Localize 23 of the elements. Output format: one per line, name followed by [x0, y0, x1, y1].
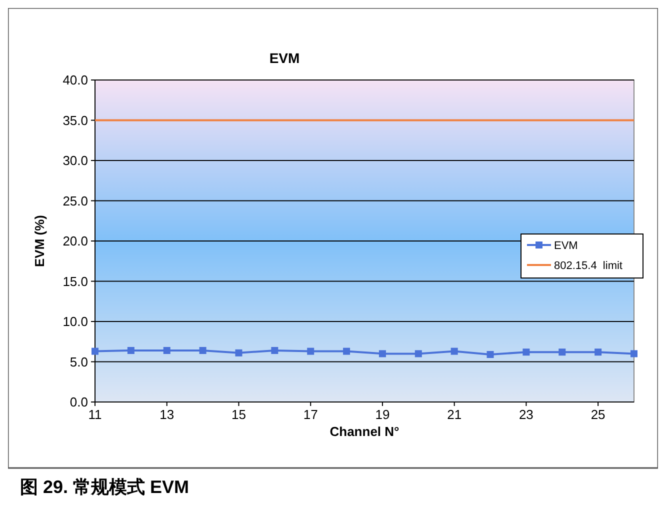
x-axis-title: Channel N°: [330, 424, 400, 439]
y-tick-label: 25.0: [62, 193, 88, 208]
x-tick-label: 15: [232, 407, 246, 422]
x-tick-label: 23: [518, 407, 534, 422]
caption: 图 29. 常规模式 EVM: [20, 477, 190, 497]
y-axis-title: EVM (%): [32, 215, 47, 267]
y-tick-label: 35.0: [62, 112, 88, 128]
x-tick-label: 25: [590, 407, 606, 422]
y-tick-label: 30.0: [62, 153, 88, 168]
y-tick-label: 10.0: [62, 314, 88, 330]
x-tick-label: 13: [160, 407, 174, 422]
y-tick-label: 5.0: [70, 354, 88, 370]
y-tick-label: 0.0: [70, 394, 88, 410]
y-tick-label: 40.0: [62, 72, 88, 88]
x-tick-label: 11: [88, 407, 102, 422]
legend-label: 802.15.4 limit: [554, 260, 622, 272]
chart-title: EVM: [269, 50, 300, 66]
y-tick-label: 20.0: [62, 234, 88, 249]
legend-label: EVM: [554, 240, 578, 252]
x-tick-label: 19: [375, 407, 390, 422]
x-tick-label: 21: [447, 407, 462, 422]
x-tick-label: 17: [303, 407, 318, 422]
y-tick-label: 15.0: [62, 274, 88, 289]
